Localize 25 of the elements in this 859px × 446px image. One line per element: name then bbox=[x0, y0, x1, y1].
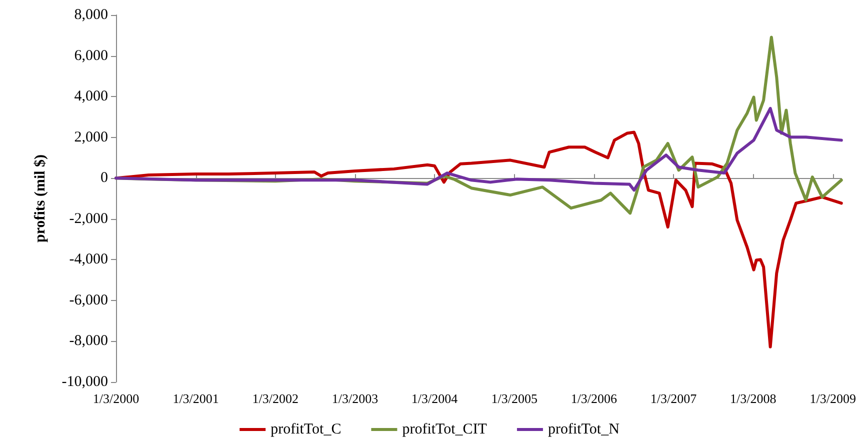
x-tick-label: 1/3/2000 bbox=[92, 391, 140, 406]
y-tick-label: 4,000 bbox=[74, 88, 108, 105]
x-tick-label: 1/3/2006 bbox=[570, 391, 618, 406]
x-tick-label: 1/3/2004 bbox=[411, 391, 458, 406]
x-tick-label: 1/3/2003 bbox=[332, 391, 378, 406]
legend-label: profitTot_C bbox=[270, 422, 342, 438]
x-tick-label: 1/3/2005 bbox=[491, 391, 538, 406]
y-tick-label: 8,000 bbox=[74, 7, 108, 23]
x-tick-label: 1/3/2008 bbox=[730, 391, 776, 406]
y-axis-title: profits (mil $) bbox=[32, 154, 48, 243]
x-tick-label: 1/3/2007 bbox=[650, 391, 698, 406]
x-tick-label: 1/3/2001 bbox=[172, 391, 219, 406]
y-tick-label: -2,000 bbox=[69, 210, 108, 227]
y-tick-label: -4,000 bbox=[69, 252, 108, 268]
y-tick-label: 0 bbox=[100, 170, 108, 186]
x-tick-label: 1/3/2002 bbox=[252, 391, 298, 406]
y-tick-label: -6,000 bbox=[69, 292, 108, 308]
line-series bbox=[114, 106, 843, 192]
legend-label: profitTot_N bbox=[548, 422, 620, 438]
y-tick-label: 6,000 bbox=[74, 48, 108, 64]
y-tick-label: 2,000 bbox=[74, 129, 108, 146]
legend-label: profitTot_CIT bbox=[402, 422, 487, 438]
y-tick-label: -8,000 bbox=[69, 333, 108, 350]
x-tick-label: 1/3/2009 bbox=[810, 391, 856, 406]
y-tick-label: -10,000 bbox=[62, 374, 108, 390]
